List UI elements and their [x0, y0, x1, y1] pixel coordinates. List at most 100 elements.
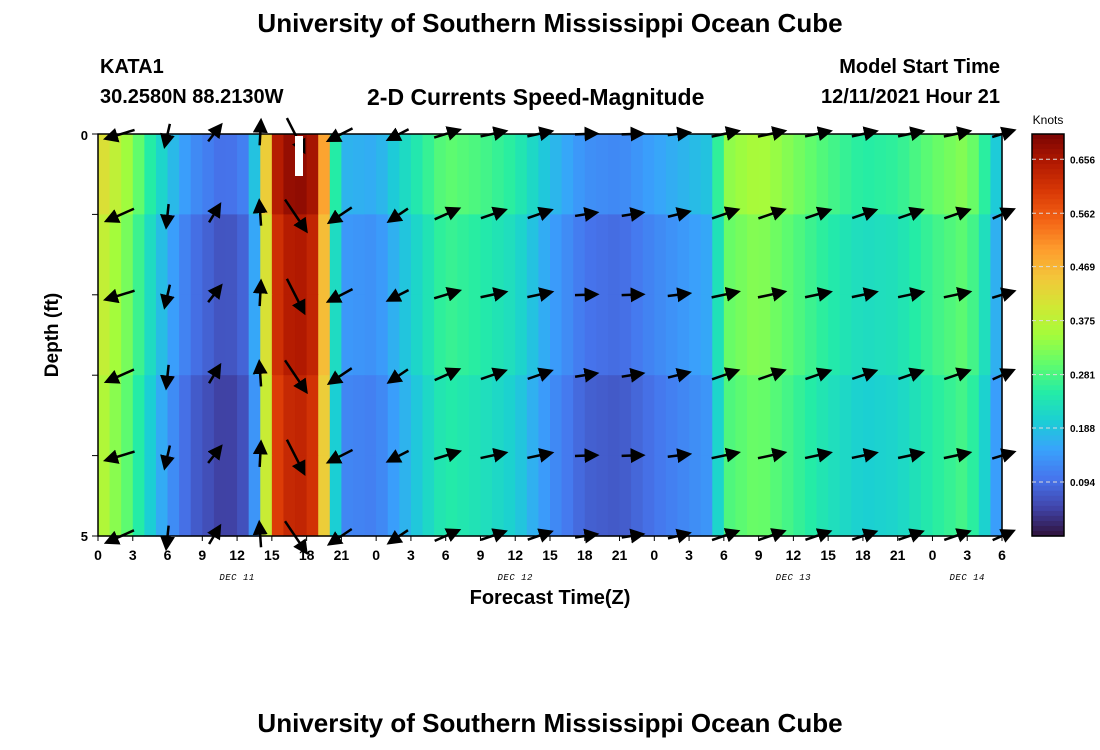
- heatmap-cell: [909, 214, 922, 296]
- heatmap-cell: [573, 455, 586, 537]
- colorbar-tick-label: 0.562: [1070, 209, 1095, 220]
- heatmap-cell: [492, 134, 505, 215]
- colorbar-segment: [1032, 415, 1064, 422]
- heatmap-cell: [944, 375, 957, 457]
- heatmap-cell: [445, 294, 458, 376]
- heatmap-cell: [596, 214, 609, 296]
- heatmap-cell: [457, 134, 470, 215]
- colorbar-segment: [1032, 490, 1064, 497]
- heatmap-cell: [851, 294, 864, 376]
- heatmap-cell: [758, 134, 771, 215]
- heatmap-cell: [364, 214, 377, 296]
- heatmap-cell: [503, 214, 516, 296]
- heatmap-cell: [190, 455, 203, 537]
- heatmap-cell: [781, 294, 794, 376]
- heatmap-cell: [503, 134, 516, 215]
- heatmap-cell: [364, 294, 377, 376]
- heatmap-cell: [816, 455, 829, 537]
- current-vector-arrow: [285, 278, 306, 316]
- current-vector-arrow: [805, 206, 833, 221]
- colorbar-segment: [1032, 500, 1064, 507]
- heatmap-cell: [920, 455, 934, 537]
- colorbar-segment: [1032, 214, 1064, 221]
- heatmap-cell: [387, 455, 400, 537]
- heatmap-cell: [434, 294, 447, 376]
- heatmap-cell: [480, 375, 493, 457]
- date-label: DEC 14: [950, 573, 985, 583]
- heatmap-cell: [886, 375, 899, 457]
- current-vector-arrow: [103, 207, 135, 223]
- colorbar-segment: [1032, 274, 1064, 281]
- heatmap-cell: [886, 214, 899, 296]
- heatmap-cell: [364, 134, 377, 215]
- heatmap-cell: [283, 134, 296, 215]
- heatmap-cell: [862, 214, 876, 296]
- heatmap-cell: [503, 375, 516, 457]
- heatmap-cell: [237, 294, 250, 376]
- colorbar-segment: [1032, 239, 1064, 246]
- heatmap-cell: [213, 375, 227, 457]
- colorbar-segment: [1032, 340, 1064, 346]
- heatmap-cell: [237, 455, 250, 537]
- current-vector-arrow: [897, 447, 926, 463]
- current-vector-arrow: [805, 367, 833, 382]
- colorbar-segment: [1032, 445, 1064, 452]
- heatmap-cell: [839, 134, 852, 215]
- x-tick-label: 21: [890, 547, 906, 563]
- heatmap-cell: [445, 455, 458, 537]
- heatmap-cell: [735, 214, 748, 296]
- colorbar-segment: [1032, 254, 1064, 261]
- colorbar-tick-label: 0.094: [1070, 478, 1095, 489]
- heatmap-cell: [341, 134, 354, 215]
- heatmap-cell: [190, 214, 203, 296]
- heatmap-cell: [399, 294, 412, 376]
- chart-title: University of Southern Mississippi Ocean…: [257, 8, 843, 38]
- x-tick-label: 21: [334, 547, 350, 563]
- heatmap-cell: [978, 294, 992, 376]
- heatmap-cell: [816, 134, 829, 215]
- heatmap-cell: [387, 375, 400, 457]
- heatmap-cell: [179, 294, 192, 376]
- current-vector-arrow: [711, 447, 741, 463]
- heatmap-cell: [144, 294, 157, 376]
- colorbar-segment: [1032, 314, 1064, 321]
- current-vector-arrow: [757, 447, 788, 463]
- heatmap-cell: [329, 375, 342, 457]
- heatmap-cell: [631, 375, 644, 457]
- colorbar-segment: [1032, 400, 1064, 406]
- current-vector-arrow: [621, 367, 646, 383]
- current-vector-arrow: [103, 368, 135, 384]
- heatmap-cell: [515, 294, 528, 376]
- colorbar-segment: [1032, 430, 1064, 437]
- x-tick-label: 18: [299, 547, 315, 563]
- colorbar: Knots 0.656 0.562 0.469 0.375 0.281 0.188 0.09…: [1031, 113, 1095, 537]
- heatmap-cell: [98, 294, 111, 376]
- heatmap-cell: [306, 375, 319, 457]
- heatmap-cell: [712, 214, 725, 296]
- heatmap-cell: [735, 134, 748, 215]
- heatmap-cell: [561, 375, 574, 457]
- x-tick-label: 3: [685, 547, 693, 563]
- heatmap-cell: [712, 455, 725, 537]
- current-vector-arrow: [252, 198, 268, 226]
- current-vector-arrow: [207, 444, 223, 464]
- heatmap-cell: [804, 294, 818, 376]
- heatmap-cell: [723, 294, 737, 376]
- heatmap-cell: [271, 455, 285, 537]
- heatmap-cell: [480, 294, 493, 376]
- heatmap-cell: [515, 375, 528, 457]
- heatmap-cell: [248, 375, 261, 457]
- heatmap-cell: [990, 134, 1003, 215]
- heatmap-cell: [503, 294, 516, 376]
- heatmap-cell: [341, 214, 354, 296]
- current-vector-arrow: [851, 287, 879, 302]
- x-tick-label: 3: [129, 547, 137, 563]
- heatmap-cell: [700, 294, 713, 376]
- heatmap-cell: [202, 214, 215, 296]
- heatmap-cell: [329, 214, 342, 296]
- heatmap-cell: [654, 134, 667, 215]
- colorbar-segment: [1032, 475, 1064, 482]
- heatmap-cell: [781, 214, 794, 296]
- heatmap-cell: [144, 214, 157, 296]
- heatmap-cell: [665, 134, 679, 215]
